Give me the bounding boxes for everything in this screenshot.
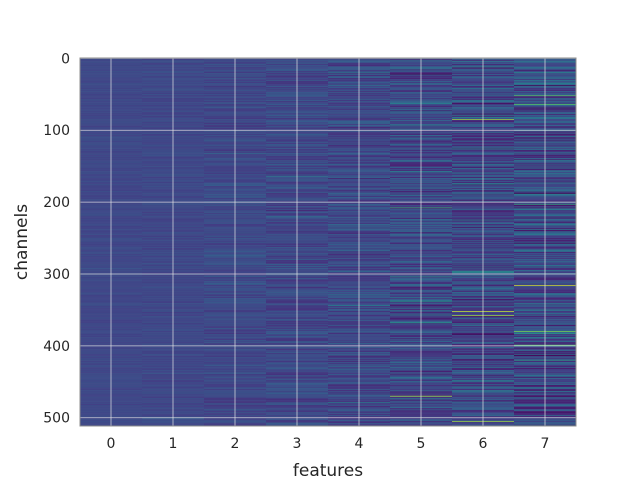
x-axis-label: features: [293, 461, 363, 480]
y-tick-label: 100: [43, 123, 70, 139]
plot-frame: [79, 57, 577, 427]
x-tick-label: 1: [169, 436, 178, 452]
y-tick-label: 0: [61, 51, 70, 67]
y-axis-label: channels: [12, 204, 32, 280]
y-tick-label: 500: [43, 411, 70, 427]
x-tick-label: 0: [107, 436, 116, 452]
y-tick-label: 300: [43, 267, 70, 283]
x-tick-label: 6: [479, 436, 488, 452]
x-tick-label: 3: [293, 436, 302, 452]
grid-lines: [80, 57, 576, 426]
x-tick-label: 2: [231, 436, 240, 452]
x-axis-ticks: 0 1 2 3 4 5 6 7: [107, 436, 550, 452]
y-tick-label: 400: [43, 339, 70, 355]
x-tick-label: 4: [355, 436, 364, 452]
x-tick-label: 7: [541, 436, 550, 452]
y-tick-label: 200: [43, 195, 70, 211]
y-axis-ticks: 0 100 200 300 400 500: [43, 51, 70, 426]
heatmap-cells: [80, 58, 577, 427]
x-tick-label: 5: [417, 436, 426, 452]
